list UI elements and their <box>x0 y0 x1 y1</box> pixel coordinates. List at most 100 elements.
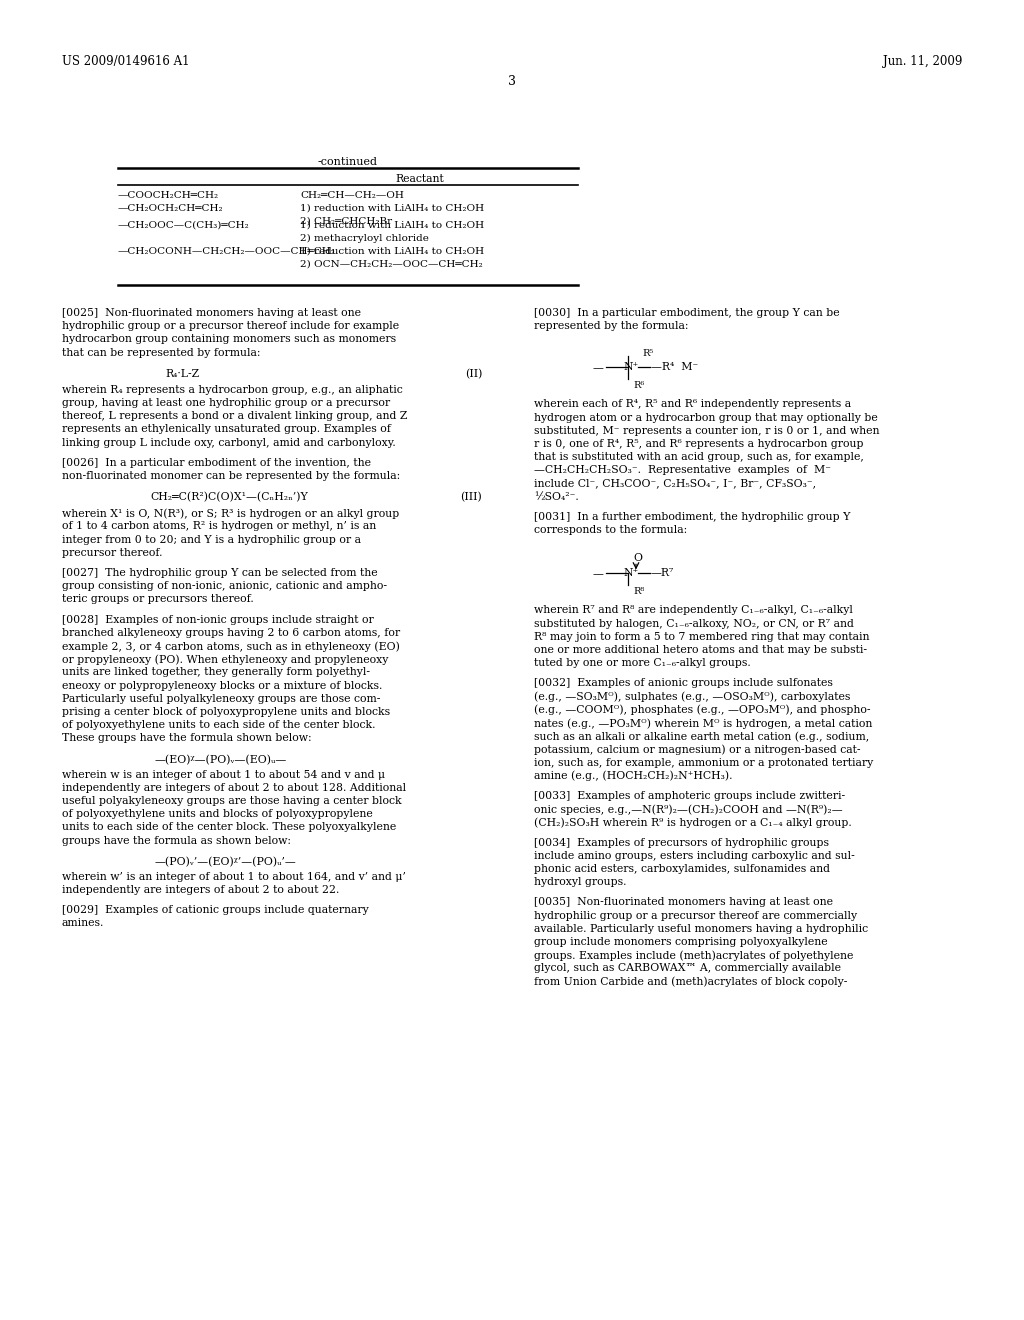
Text: example 2, 3, or 4 carbon atoms, such as in ethyleneoxy (EO): example 2, 3, or 4 carbon atoms, such as… <box>62 642 400 652</box>
Text: wherein R₄ represents a hydrocarbon group, e.g., an aliphatic: wherein R₄ represents a hydrocarbon grou… <box>62 385 402 395</box>
Text: [0028]  Examples of non-ionic groups include straight or: [0028] Examples of non-ionic groups incl… <box>62 615 374 624</box>
Text: r is 0, one of R⁴, R⁵, and R⁶ represents a hydrocarbon group: r is 0, one of R⁴, R⁵, and R⁶ represents… <box>534 440 863 449</box>
Text: 2) OCN—CH₂CH₂—OOC—CH═CH₂: 2) OCN—CH₂CH₂—OOC—CH═CH₂ <box>300 260 482 269</box>
Text: include Cl⁻, CH₃COO⁻, C₂H₅SO₄⁻, I⁻, Br⁻, CF₃SO₃⁻,: include Cl⁻, CH₃COO⁻, C₂H₅SO₄⁻, I⁻, Br⁻,… <box>534 479 816 488</box>
Text: glycol, such as CARBOWAX™ A, commercially available: glycol, such as CARBOWAX™ A, commerciall… <box>534 964 841 973</box>
Text: available. Particularly useful monomers having a hydrophilic: available. Particularly useful monomers … <box>534 924 868 933</box>
Text: CH₂═C(R²)C(O)X¹—(CₙH₂ₙ’)Y: CH₂═C(R²)C(O)X¹—(CₙH₂ₙ’)Y <box>150 492 308 503</box>
Text: hydrogen atom or a hydrocarbon group that may optionally be: hydrogen atom or a hydrocarbon group tha… <box>534 413 878 422</box>
Text: Reactant: Reactant <box>395 174 444 183</box>
Text: units are linked together, they generally form polyethyl-: units are linked together, they generall… <box>62 668 370 677</box>
Text: —(PO)ᵥ’—(EO)ᵡ’—(PO)ᵤ’—: —(PO)ᵥ’—(EO)ᵡ’—(PO)ᵤ’— <box>155 857 297 867</box>
Text: onic species, e.g.,—N(R⁹)₂—(CH₂)₂COOH and —N(R⁹)₂—: onic species, e.g.,—N(R⁹)₂—(CH₂)₂COOH an… <box>534 804 843 814</box>
Text: (CH₂)₂SO₃H wherein R⁹ is hydrogen or a C₁₋₄ alkyl group.: (CH₂)₂SO₃H wherein R⁹ is hydrogen or a C… <box>534 817 852 828</box>
Text: independently are integers of about 2 to about 128. Additional: independently are integers of about 2 to… <box>62 783 407 793</box>
Text: R⁸: R⁸ <box>633 587 644 597</box>
Text: —: — <box>593 363 604 374</box>
Text: nates (e.g., —PO₃Mᴼ) wherein Mᴼ is hydrogen, a metal cation: nates (e.g., —PO₃Mᴼ) wherein Mᴼ is hydro… <box>534 718 872 729</box>
Text: hydrophilic group or a precursor thereof include for example: hydrophilic group or a precursor thereof… <box>62 321 399 331</box>
Text: 1) reduction with LiAlH₄ to CH₂OH: 1) reduction with LiAlH₄ to CH₂OH <box>300 247 484 256</box>
Text: wherein X¹ is O, N(R³), or S; R³ is hydrogen or an alkyl group: wherein X¹ is O, N(R³), or S; R³ is hydr… <box>62 508 399 519</box>
Text: such as an alkali or alkaline earth metal cation (e.g., sodium,: such as an alkali or alkaline earth meta… <box>534 731 869 742</box>
Text: substituted by halogen, C₁₋₆-alkoxy, NO₂, or CN, or R⁷ and: substituted by halogen, C₁₋₆-alkoxy, NO₂… <box>534 619 854 628</box>
Text: CH₂═CH—CH₂—OH: CH₂═CH—CH₂—OH <box>300 191 403 201</box>
Text: -continued: -continued <box>318 157 378 168</box>
Text: 1) reduction with LiAlH₄ to CH₂OH: 1) reduction with LiAlH₄ to CH₂OH <box>300 205 484 213</box>
Text: —R⁴  M⁻: —R⁴ M⁻ <box>651 363 698 372</box>
Text: substituted, M⁻ represents a counter ion, r is 0 or 1, and when: substituted, M⁻ represents a counter ion… <box>534 426 880 436</box>
Text: useful polyakyleneoxy groups are those having a center block: useful polyakyleneoxy groups are those h… <box>62 796 401 807</box>
Text: non-fluorinated monomer can be represented by the formula:: non-fluorinated monomer can be represent… <box>62 471 400 480</box>
Text: [0031]  In a further embodiment, the hydrophilic group Y: [0031] In a further embodiment, the hydr… <box>534 512 850 521</box>
Text: N⁺: N⁺ <box>623 569 638 578</box>
Text: (III): (III) <box>460 492 482 503</box>
Text: or propyleneoxy (PO). When ethyleneoxy and propyleneoxy: or propyleneoxy (PO). When ethyleneoxy a… <box>62 655 388 665</box>
Text: US 2009/0149616 A1: US 2009/0149616 A1 <box>62 55 189 69</box>
Text: group consisting of non-ionic, anionic, cationic and ampho-: group consisting of non-ionic, anionic, … <box>62 581 387 591</box>
Text: —COOCH₂CH═CH₂: —COOCH₂CH═CH₂ <box>118 191 219 201</box>
Text: that can be represented by formula:: that can be represented by formula: <box>62 347 260 358</box>
Text: thereof, L represents a bond or a divalent linking group, and Z: thereof, L represents a bond or a divale… <box>62 412 408 421</box>
Text: of 1 to 4 carbon atoms, R² is hydrogen or methyl, n’ is an: of 1 to 4 carbon atoms, R² is hydrogen o… <box>62 521 376 532</box>
Text: ion, such as, for example, ammonium or a protonated tertiary: ion, such as, for example, ammonium or a… <box>534 758 873 768</box>
Text: [0035]  Non-fluorinated monomers having at least one: [0035] Non-fluorinated monomers having a… <box>534 898 833 907</box>
Text: Particularly useful polyalkyleneoxy groups are those com-: Particularly useful polyalkyleneoxy grou… <box>62 694 380 704</box>
Text: —CH₂OOC—C(CH₃)═CH₂: —CH₂OOC—C(CH₃)═CH₂ <box>118 220 250 230</box>
Text: R⁸ may join to form a 5 to 7 membered ring that may contain: R⁸ may join to form a 5 to 7 membered ri… <box>534 632 869 642</box>
Text: [0025]  Non-fluorinated monomers having at least one: [0025] Non-fluorinated monomers having a… <box>62 308 361 318</box>
Text: R₄·L-Z: R₄·L-Z <box>165 368 199 379</box>
Text: (e.g., —SO₃Mᴼ), sulphates (e.g., —OSO₃Mᴼ), carboxylates: (e.g., —SO₃Mᴼ), sulphates (e.g., —OSO₃Mᴼ… <box>534 692 850 702</box>
Text: amine (e.g., (HOCH₂CH₂)₂N⁺HCH₃).: amine (e.g., (HOCH₂CH₂)₂N⁺HCH₃). <box>534 771 732 781</box>
Text: one or more additional hetero atoms and that may be substi-: one or more additional hetero atoms and … <box>534 645 867 655</box>
Text: wherein R⁷ and R⁸ are independently C₁₋₆-alkyl, C₁₋₆-alkyl: wherein R⁷ and R⁸ are independently C₁₋₆… <box>534 606 853 615</box>
Text: —CH₂OCH₂CH═CH₂: —CH₂OCH₂CH═CH₂ <box>118 205 223 213</box>
Text: Jun. 11, 2009: Jun. 11, 2009 <box>883 55 962 69</box>
Text: hydroxyl groups.: hydroxyl groups. <box>534 878 627 887</box>
Text: hydrocarbon group containing monomers such as monomers: hydrocarbon group containing monomers su… <box>62 334 396 345</box>
Text: groups have the formula as shown below:: groups have the formula as shown below: <box>62 836 291 846</box>
Text: integer from 0 to 20; and Y is a hydrophilic group or a: integer from 0 to 20; and Y is a hydroph… <box>62 535 361 545</box>
Text: from Union Carbide and (meth)acrylates of block copoly-: from Union Carbide and (meth)acrylates o… <box>534 977 848 987</box>
Text: wherein each of R⁴, R⁵ and R⁶ independently represents a: wherein each of R⁴, R⁵ and R⁶ independen… <box>534 400 851 409</box>
Text: teric groups or precursors thereof.: teric groups or precursors thereof. <box>62 594 254 605</box>
Text: units to each side of the center block. These polyoxyalkylene: units to each side of the center block. … <box>62 822 396 833</box>
Text: O: O <box>633 553 642 564</box>
Text: represents an ethylenically unsaturated group. Examples of: represents an ethylenically unsaturated … <box>62 425 391 434</box>
Text: wherein w is an integer of about 1 to about 54 and v and μ: wherein w is an integer of about 1 to ab… <box>62 770 385 780</box>
Text: —R⁷: —R⁷ <box>651 569 675 578</box>
Text: (e.g., —COOMᴼ), phosphates (e.g., —OPO₃Mᴼ), and phospho-: (e.g., —COOMᴼ), phosphates (e.g., —OPO₃M… <box>534 705 870 715</box>
Text: These groups have the formula shown below:: These groups have the formula shown belo… <box>62 734 311 743</box>
Text: [0033]  Examples of amphoteric groups include zwitteri-: [0033] Examples of amphoteric groups inc… <box>534 791 845 801</box>
Text: group include monomers comprising polyoxyalkylene: group include monomers comprising polyox… <box>534 937 827 946</box>
Text: precursor thereof.: precursor thereof. <box>62 548 163 558</box>
Text: —CH₂OCONH—CH₂CH₂—OOC—CH═CH₂: —CH₂OCONH—CH₂CH₂—OOC—CH═CH₂ <box>118 247 336 256</box>
Text: of polyoxyethylene units and blocks of polyoxypropylene: of polyoxyethylene units and blocks of p… <box>62 809 373 820</box>
Text: of polyoxyethylene units to each side of the center block.: of polyoxyethylene units to each side of… <box>62 721 376 730</box>
Text: R⁶: R⁶ <box>633 381 644 391</box>
Text: wherein w’ is an integer of about 1 to about 164, and v’ and μ’: wherein w’ is an integer of about 1 to a… <box>62 871 406 882</box>
Text: phonic acid esters, carboxylamides, sulfonamides and: phonic acid esters, carboxylamides, sulf… <box>534 865 830 874</box>
Text: 2) methacryloyl chloride: 2) methacryloyl chloride <box>300 234 429 243</box>
Text: R⁵: R⁵ <box>642 350 653 359</box>
Text: branched alkyleneoxy groups having 2 to 6 carbon atoms, for: branched alkyleneoxy groups having 2 to … <box>62 628 400 638</box>
Text: —: — <box>593 569 604 579</box>
Text: that is substituted with an acid group, such as, for example,: that is substituted with an acid group, … <box>534 453 864 462</box>
Text: potassium, calcium or magnesium) or a nitrogen-based cat-: potassium, calcium or magnesium) or a ni… <box>534 744 860 755</box>
Text: N⁺: N⁺ <box>623 363 638 372</box>
Text: hydrophilic group or a precursor thereof are commercially: hydrophilic group or a precursor thereof… <box>534 911 857 920</box>
Text: [0032]  Examples of anionic groups include sulfonates: [0032] Examples of anionic groups includ… <box>534 678 833 689</box>
Text: [0029]  Examples of cationic groups include quaternary: [0029] Examples of cationic groups inclu… <box>62 906 369 915</box>
Text: (II): (II) <box>465 368 482 379</box>
Text: independently are integers of about 2 to about 22.: independently are integers of about 2 to… <box>62 884 339 895</box>
Text: —CH₂CH₂CH₂SO₃⁻.  Representative  examples  of  M⁻: —CH₂CH₂CH₂SO₃⁻. Representative examples … <box>534 466 831 475</box>
Text: ½SO₄²⁻.: ½SO₄²⁻. <box>534 492 579 502</box>
Text: represented by the formula:: represented by the formula: <box>534 321 688 331</box>
Text: group, having at least one hydrophilic group or a precursor: group, having at least one hydrophilic g… <box>62 399 390 408</box>
Text: [0026]  In a particular embodiment of the invention, the: [0026] In a particular embodiment of the… <box>62 458 371 467</box>
Text: prising a center block of polyoxypropylene units and blocks: prising a center block of polyoxypropyle… <box>62 708 390 717</box>
Text: linking group L include oxy, carbonyl, amid and carbonyloxy.: linking group L include oxy, carbonyl, a… <box>62 438 395 447</box>
Text: 1) reduction with LiAlH₄ to CH₂OH: 1) reduction with LiAlH₄ to CH₂OH <box>300 220 484 230</box>
Text: 3: 3 <box>508 75 516 88</box>
Text: groups. Examples include (meth)acrylates of polyethylene: groups. Examples include (meth)acrylates… <box>534 950 853 961</box>
Text: —(EO)ᵡ—(PO)ᵥ—(EO)ᵤ—: —(EO)ᵡ—(PO)ᵥ—(EO)ᵤ— <box>155 755 288 764</box>
